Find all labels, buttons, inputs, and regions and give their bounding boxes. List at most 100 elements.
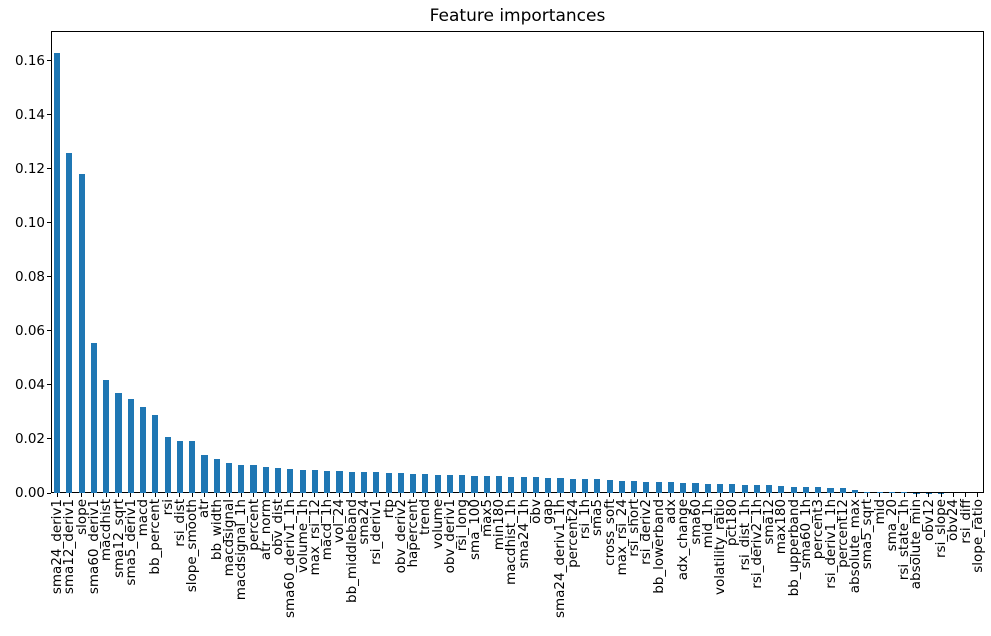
x-tick (658, 493, 660, 497)
x-tick (302, 493, 304, 497)
x-tick (289, 493, 291, 497)
x-tick (572, 493, 574, 497)
x-tick (621, 493, 623, 497)
bar (250, 465, 257, 493)
x-tick (523, 493, 525, 497)
y-tick-label: 0.02 (14, 430, 45, 447)
bar (655, 482, 662, 493)
x-tick (338, 493, 340, 497)
x-tick (449, 493, 451, 497)
x-tick (584, 493, 586, 497)
bar (901, 492, 908, 493)
bar (262, 466, 269, 493)
y-tick (47, 276, 51, 278)
x-tick (68, 493, 70, 497)
x-tick (118, 493, 120, 497)
bar (716, 483, 724, 493)
bar (225, 462, 233, 493)
x-tick (56, 493, 58, 497)
x-tick (633, 493, 635, 497)
bar (360, 472, 368, 493)
bar (324, 470, 331, 493)
x-tick (81, 493, 83, 497)
bar (581, 478, 589, 493)
bar (888, 492, 895, 493)
bar (115, 393, 122, 493)
x-tick (142, 493, 144, 497)
x-tick (277, 493, 279, 497)
x-tick (105, 493, 107, 497)
bar (127, 398, 134, 493)
x-tick (167, 493, 169, 497)
y-tick-label: 0.10 (14, 214, 45, 231)
bar (483, 475, 490, 493)
bar (311, 470, 318, 493)
bar (569, 478, 576, 493)
y-tick (47, 60, 51, 62)
bar (496, 476, 503, 493)
x-tick (498, 493, 500, 497)
y-tick (47, 330, 51, 332)
bar (189, 441, 196, 493)
y-tick-label: 0.16 (14, 52, 45, 69)
x-tick (952, 493, 954, 497)
bar (876, 492, 883, 493)
x-tick (645, 493, 647, 497)
bar (373, 472, 380, 493)
bar (446, 474, 454, 493)
x-tick (891, 493, 893, 497)
bar (90, 343, 98, 493)
x-tick (842, 493, 844, 497)
bar (729, 484, 736, 493)
bar (152, 414, 159, 493)
bar (176, 440, 183, 493)
x-tick (363, 493, 365, 497)
x-tick (240, 493, 242, 497)
bar (459, 475, 466, 493)
bar (667, 482, 674, 493)
x-tick (609, 493, 611, 497)
x-tick (682, 493, 684, 497)
bar (852, 490, 859, 493)
x-tick (780, 493, 782, 497)
x-tick (437, 493, 439, 497)
bar (397, 473, 404, 493)
x-tick (854, 493, 856, 497)
bar (594, 479, 601, 493)
x-tick (535, 493, 537, 497)
bar (766, 485, 773, 493)
y-tick (47, 438, 51, 440)
bar (704, 483, 711, 493)
bar (299, 469, 306, 493)
x-tick (179, 493, 181, 497)
bar (164, 436, 171, 493)
x-tick-label: slope_ratio (969, 499, 986, 573)
x-tick (768, 493, 770, 497)
bar (78, 174, 85, 493)
x-tick (474, 493, 476, 497)
plot-area (51, 31, 984, 493)
x-tick (400, 493, 402, 497)
bar (631, 481, 638, 493)
x-tick (866, 493, 868, 497)
x-tick (326, 493, 328, 497)
bar (471, 475, 478, 493)
bar (815, 487, 822, 493)
y-tick (47, 222, 51, 224)
x-tick (424, 493, 426, 497)
x-tick (130, 493, 132, 497)
x-tick (351, 493, 353, 497)
x-tick (670, 493, 672, 497)
y-tick-label: 0.04 (14, 376, 45, 393)
x-tick (793, 493, 795, 497)
x-tick (965, 493, 967, 497)
y-tick-label: 0.00 (14, 485, 45, 501)
x-tick (412, 493, 414, 497)
bar (864, 491, 871, 493)
bar (348, 471, 355, 493)
y-tick-label: 0.08 (14, 268, 45, 285)
y-tick-label: 0.06 (14, 322, 45, 339)
bar (201, 455, 208, 493)
x-tick (977, 493, 979, 497)
x-tick (940, 493, 942, 497)
